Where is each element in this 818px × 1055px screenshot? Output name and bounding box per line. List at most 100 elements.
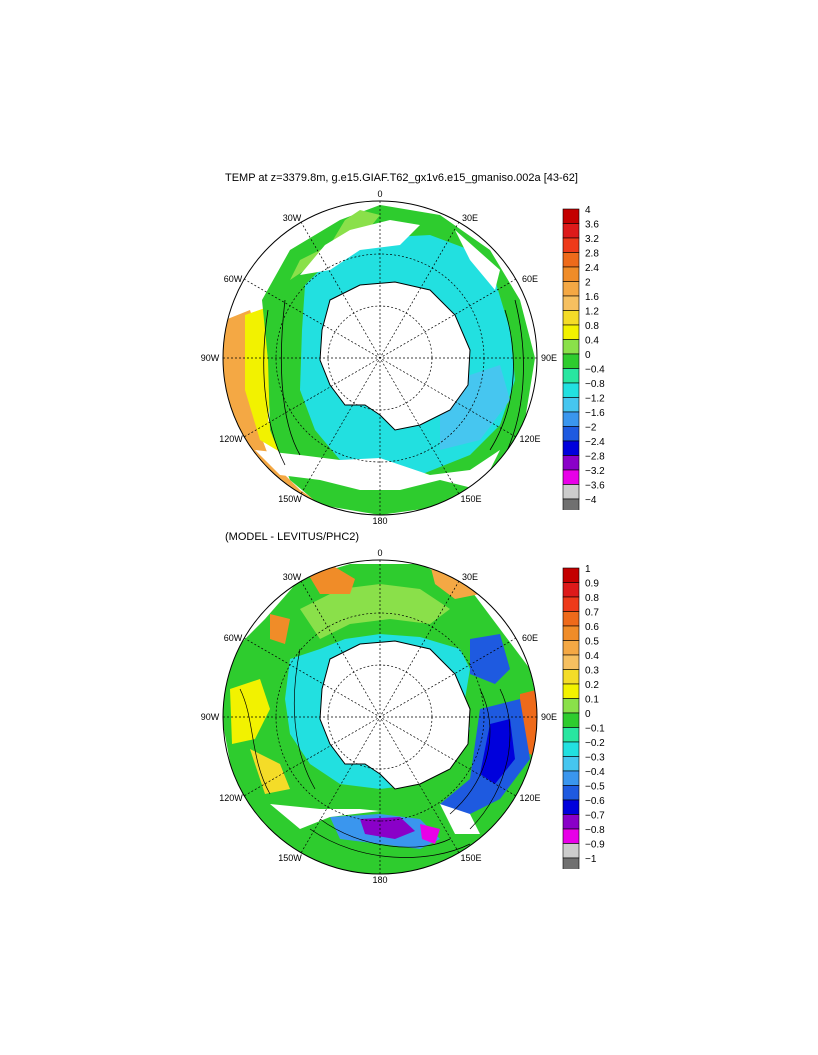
lon-label-90w: 90W bbox=[201, 353, 220, 363]
bottom-colorbar-label: −0.1 bbox=[585, 724, 605, 735]
bottom-colorbar-swatch bbox=[562, 683, 580, 699]
bottom-colorbar-swatch bbox=[562, 698, 580, 714]
bottom-colorbar-label: −0.4 bbox=[585, 767, 605, 778]
bottom-colorbar-label: 0.8 bbox=[585, 593, 599, 604]
bottom-colorbar-label: 1 bbox=[585, 564, 591, 575]
bottom-colorbar-swatch bbox=[562, 770, 580, 786]
lon-label-150w: 150W bbox=[278, 494, 302, 504]
bottom-colorbar: 1 0.9 0.8 0.7 0.6 0.5 0.4 0.3 0.2 0.1 0 −0.1 −0.2 −0.… bbox=[555, 564, 625, 874]
lon-label-30e: 30E bbox=[462, 213, 478, 223]
top-colorbar-swatch bbox=[562, 411, 580, 427]
lon-label-60e: 60E bbox=[522, 633, 538, 643]
bottom-colorbar-swatch bbox=[562, 857, 580, 873]
bottom-colorbar-label: 0.2 bbox=[585, 680, 599, 691]
lon-label-120w: 120W bbox=[219, 434, 243, 444]
lon-label-30w: 30W bbox=[283, 572, 302, 582]
orange-patch bbox=[305, 567, 355, 594]
bottom-colorbar-label: −0.9 bbox=[585, 840, 605, 851]
bottom-colorbar-swatch bbox=[562, 582, 580, 598]
lon-label-60e: 60E bbox=[522, 274, 538, 284]
top-colorbar-label: −2.4 bbox=[585, 437, 605, 448]
top-colorbar-swatch bbox=[562, 324, 580, 340]
lon-label-180: 180 bbox=[372, 875, 387, 885]
bottom-colorbar-label: 0.5 bbox=[585, 637, 599, 648]
top-colorbar-label: −2 bbox=[585, 423, 597, 434]
bottom-colorbar-swatch bbox=[562, 567, 580, 583]
lon-label-120e: 120E bbox=[519, 793, 540, 803]
purple-patch bbox=[360, 817, 415, 839]
top-colorbar-swatch bbox=[562, 469, 580, 485]
bottom-colorbar-swatch bbox=[562, 799, 580, 815]
bottom-colorbar-label: −0.6 bbox=[585, 796, 605, 807]
top-colorbar-label: −3.2 bbox=[585, 466, 605, 477]
bottom-colorbar-label: −0.2 bbox=[585, 738, 605, 749]
lon-label-90e: 90E bbox=[541, 712, 557, 722]
bottom-colorbar-label: −1 bbox=[585, 854, 597, 865]
lon-label-150e: 150E bbox=[460, 853, 481, 863]
bottom-colorbar-swatch bbox=[562, 669, 580, 685]
bottom-colorbar-swatch bbox=[562, 654, 580, 670]
top-colorbar: 4 3.6 3.2 2.8 2.4 2 1.6 1.2 0.8 0.4 0 −0.4 −0.8 −1.2 −… bbox=[555, 205, 625, 515]
lon-label-120e: 120E bbox=[519, 434, 540, 444]
top-colorbar-label: −2.8 bbox=[585, 452, 605, 463]
bottom-polar-map: 0 30E 60E 90E 120E 150E 180 150W 120W 90… bbox=[201, 549, 557, 885]
yellow-region bbox=[245, 308, 285, 455]
top-colorbar-swatch bbox=[562, 368, 580, 384]
bottom-colorbar-swatch bbox=[562, 712, 580, 728]
top-colorbar-label: 3.2 bbox=[585, 234, 599, 245]
lon-label-0: 0 bbox=[377, 190, 382, 199]
bottom-colorbar-swatch bbox=[562, 843, 580, 859]
lon-label-90e: 90E bbox=[541, 353, 557, 363]
lon-label-180: 180 bbox=[372, 516, 387, 526]
bottom-colorbar-swatch bbox=[562, 814, 580, 830]
top-colorbar-swatch bbox=[562, 382, 580, 398]
bottom-colorbar-label: 0.6 bbox=[585, 622, 599, 633]
top-colorbar-label: 2.4 bbox=[585, 263, 599, 274]
top-colorbar-label: 2.8 bbox=[585, 249, 599, 260]
top-colorbar-swatch bbox=[562, 397, 580, 413]
top-colorbar-label: −0.8 bbox=[585, 379, 605, 390]
top-colorbar-swatch bbox=[562, 223, 580, 239]
top-colorbar-swatch bbox=[562, 295, 580, 311]
bottom-colorbar-swatch bbox=[562, 741, 580, 757]
top-panel-title: TEMP at z=3379.8m, g.e15.GIAF.T62_gx1v6.… bbox=[225, 172, 578, 184]
top-colorbar-label: 0.8 bbox=[585, 321, 599, 332]
bottom-colorbar-swatch bbox=[562, 785, 580, 801]
lon-label-120w: 120W bbox=[219, 793, 243, 803]
lon-label-90w: 90W bbox=[201, 712, 220, 722]
lon-label-30w: 30W bbox=[283, 213, 302, 223]
yellow-patch bbox=[230, 679, 270, 744]
bottom-colorbar-swatch bbox=[562, 756, 580, 772]
bottom-colorbar-label: 0.1 bbox=[585, 695, 599, 706]
top-colorbar-label: 1.2 bbox=[585, 307, 599, 318]
bottom-panel-title: (MODEL - LEVITUS/PHC2) bbox=[225, 531, 360, 543]
lon-label-60w: 60W bbox=[224, 274, 243, 284]
lon-label-150e: 150E bbox=[460, 494, 481, 504]
top-colorbar-swatch bbox=[562, 281, 580, 297]
top-colorbar-swatch bbox=[562, 339, 580, 355]
top-colorbar-label: 1.6 bbox=[585, 292, 599, 303]
top-colorbar-label: 3.6 bbox=[585, 220, 599, 231]
blue-patch-60e bbox=[470, 634, 510, 684]
top-colorbar-swatch bbox=[562, 498, 580, 514]
top-colorbar-label: 0 bbox=[585, 350, 591, 361]
bottom-colorbar-label: −0.7 bbox=[585, 811, 605, 822]
lon-label-30e: 30E bbox=[462, 572, 478, 582]
top-colorbar-swatch bbox=[562, 353, 580, 369]
top-colorbar-label: 0.4 bbox=[585, 336, 599, 347]
top-colorbar-label: 2 bbox=[585, 278, 591, 289]
bottom-colorbar-swatch bbox=[562, 828, 580, 844]
bottom-colorbar-label: −0.3 bbox=[585, 753, 605, 764]
lon-label-0: 0 bbox=[377, 549, 382, 558]
lon-label-60w: 60W bbox=[224, 633, 243, 643]
map-border bbox=[222, 200, 538, 516]
top-colorbar-swatch bbox=[562, 208, 580, 224]
top-colorbar-swatch bbox=[562, 252, 580, 268]
top-colorbar-swatch bbox=[562, 310, 580, 326]
bottom-colorbar-label: 0.3 bbox=[585, 666, 599, 677]
bottom-colorbar-swatch bbox=[562, 640, 580, 656]
top-colorbar-swatch bbox=[562, 237, 580, 253]
bottom-colorbar-swatch bbox=[562, 727, 580, 743]
bottom-colorbar-label: 0.7 bbox=[585, 608, 599, 619]
bottom-colorbar-label: 0 bbox=[585, 709, 591, 720]
